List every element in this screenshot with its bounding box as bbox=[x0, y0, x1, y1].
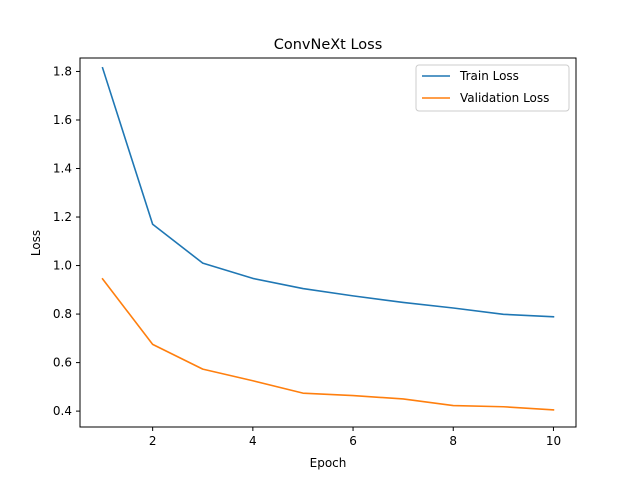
axes-frame bbox=[79, 57, 577, 428]
x-tick-label: 8 bbox=[449, 434, 457, 448]
y-axis-label: Loss bbox=[29, 230, 43, 256]
y-tick-label: 1.2 bbox=[53, 210, 72, 224]
x-tick-label: 4 bbox=[249, 434, 257, 448]
y-tick-label: 0.6 bbox=[53, 356, 72, 370]
x-axis: 2 4 6 8 10 bbox=[149, 427, 561, 448]
legend-label-0: Train Loss bbox=[459, 69, 519, 83]
y-tick-label: 0.8 bbox=[53, 307, 72, 321]
x-tick-label: 2 bbox=[149, 434, 157, 448]
series-line-0 bbox=[101, 66, 555, 318]
plot-area bbox=[79, 57, 577, 428]
y-tick-label: 1.6 bbox=[53, 113, 72, 127]
series-layer bbox=[101, 66, 555, 411]
series-line-1 bbox=[101, 277, 555, 411]
y-tick-label: 0.4 bbox=[53, 404, 72, 418]
y-tick-label: 1.0 bbox=[53, 259, 72, 273]
legend: Train Loss Validation Loss bbox=[415, 64, 570, 112]
y-tick-label: 1.4 bbox=[53, 162, 72, 176]
x-axis-label: Epoch bbox=[310, 456, 347, 470]
y-tick-label: 1.8 bbox=[53, 64, 72, 78]
x-tick-label: 10 bbox=[546, 434, 561, 448]
legend-box bbox=[415, 64, 570, 112]
legend-label-1: Validation Loss bbox=[460, 91, 549, 105]
chart-title: ConvNeXt Loss bbox=[274, 37, 383, 53]
x-tick-label: 6 bbox=[349, 434, 357, 448]
y-axis: 0.4 0.6 0.8 1.0 1.2 1.4 1.6 1.8 bbox=[53, 64, 80, 418]
